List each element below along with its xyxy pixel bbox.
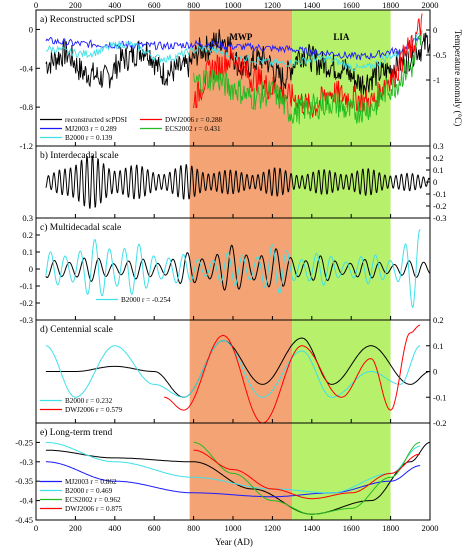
legend-entry: B2000 r = -0.254 — [121, 296, 171, 304]
left-tick-label: -0.1 — [20, 281, 33, 291]
panel-a: a) Reconstructed scPDSI 0 -0.4 -0.8 -1.2 0 -0.… — [20, 9, 446, 151]
x-tick-label: 600 — [148, 523, 161, 533]
legend-panel-a: reconstructed scPDSI DWJ2006 r = 0.288 MJ2… — [40, 116, 223, 142]
period-label-lia: LIA — [333, 32, 350, 42]
left-tick-label: -0.2 — [20, 298, 33, 308]
series-line-long-term-trend — [45, 441, 430, 515]
left-tick-label: -1.2 — [20, 141, 33, 151]
right-tick-label: 0 — [433, 177, 437, 187]
right-y-axis-label: Temperature anomaly (°C) — [453, 30, 463, 126]
x-tick-label: 200 — [69, 523, 82, 533]
right-tick-label: -0.3 — [433, 213, 446, 223]
legend-entry: DWJ2006 r = 0.875 — [65, 505, 123, 513]
x-tick-label: 1200 — [264, 523, 281, 533]
series-line-ecs2002 — [193, 30, 423, 125]
x-top-tick-label: 1400 — [303, 0, 320, 10]
left-tick-label: 0.1 — [22, 247, 33, 257]
series-line-b2000 — [45, 229, 421, 309]
x-tick-label: 1000 — [225, 523, 242, 533]
left-tick-label: -0.8 — [20, 102, 33, 112]
right-tick-label: 0 — [433, 25, 437, 35]
right-tick-label: -0.1 — [433, 189, 446, 199]
right-tick-label: 0.2 — [433, 153, 444, 163]
right-tick-label: -1 — [433, 75, 440, 85]
legend-entry: B2000 r = 0.232 — [65, 397, 113, 405]
legend-entry: B2000 r = 0.139 — [65, 134, 113, 142]
x-top-tick-label: 600 — [148, 0, 161, 10]
right-tick-label: 0.2 — [433, 315, 444, 325]
right-tick-label: 0.1 — [433, 341, 444, 351]
right-tick-label: -0.2 — [433, 418, 446, 428]
x-tick-label: 1400 — [303, 523, 320, 533]
right-tick-label: -0.1 — [433, 392, 446, 402]
series-line-centennial-component — [45, 337, 430, 398]
left-tick-label: -0.35 — [15, 476, 33, 486]
legend-entry: ECS2002 r = 0.962 — [65, 496, 121, 504]
series-line-b2000 — [45, 441, 421, 494]
x-top-tick-label: 200 — [69, 0, 82, 10]
right-tick-label: -0.2 — [433, 201, 446, 211]
legend-entry: DWJ2006 r = 0.579 — [65, 406, 123, 414]
panel-e: e) Long-term trend -0.25 -0.3 -0.35 -0.4 -0.4… — [15, 422, 431, 525]
series-line-multidecadal-component — [45, 244, 430, 291]
x-tick-label: 2000 — [422, 523, 439, 533]
x-axis-label: Year (AD) — [215, 537, 253, 547]
left-tick-label: -0.3 — [20, 457, 33, 467]
x-tick-label: 1800 — [382, 523, 399, 533]
x-tick-label: 800 — [187, 523, 200, 533]
x-top-tick-label: 400 — [108, 0, 121, 10]
x-tick-label: 1600 — [343, 523, 360, 533]
x-top-tick-label: 0 — [34, 0, 38, 10]
panel-title: d) Centennial scale — [40, 324, 113, 335]
legend-entry: reconstructed scPDSI — [65, 116, 128, 124]
left-tick-label: 0 — [29, 264, 33, 274]
left-tick-label: -0.45 — [15, 515, 33, 525]
left-tick-label: -0.25 — [15, 437, 33, 447]
x-top-tick-label: 1600 — [343, 0, 360, 10]
x-tick-label: 400 — [108, 523, 121, 533]
panel-b: b) Interdecadal scale 0.3 0.2 0.1 0 -0.1 -0.2 -… — [35, 141, 446, 223]
panel-title: a) Reconstructed scPDSI — [40, 14, 135, 25]
period-label-mwp: MWP — [229, 32, 252, 42]
left-tick-label: 0.3 — [22, 213, 33, 223]
panel-title: c) Multidecadal scale — [40, 222, 121, 233]
legend-entry: MJ2003 r = 0.289 — [65, 125, 117, 133]
left-tick-label: -0.3 — [20, 315, 33, 325]
x-top-tick-label: 1000 — [225, 0, 242, 10]
legend-panel-c: B2000 r = -0.254 — [96, 296, 171, 304]
right-tick-label: 0.1 — [433, 165, 444, 175]
legend-entry: ECS2002 r = 0.431 — [165, 125, 221, 133]
left-tick-label: -0.4 — [20, 63, 34, 73]
left-tick-label: -0.4 — [20, 496, 34, 506]
x-top-tick-label: 2000 — [422, 0, 439, 10]
series-line-interdecadal-component — [45, 155, 430, 209]
legend-entry: DWJ2006 r = 0.288 — [165, 116, 223, 124]
x-tick-label: 0 — [34, 523, 38, 533]
right-tick-label: 0 — [433, 367, 437, 377]
x-top-tick-label: 1200 — [264, 0, 281, 10]
series-line-dwj2006 — [164, 324, 421, 423]
left-tick-label: 0.2 — [22, 230, 33, 240]
legend-entry: B2000 r = 0.469 — [65, 487, 113, 495]
x-top-tick-label: 800 — [187, 0, 200, 10]
series-line-mj2003 — [45, 461, 421, 498]
panel-title: e) Long-term trend — [40, 427, 113, 438]
panel-title: b) Interdecadal scale — [40, 150, 119, 161]
series-line-dwj2006 — [193, 449, 421, 500]
x-top-tick-label: 1800 — [382, 0, 399, 10]
series-line-ecs2002 — [193, 441, 421, 515]
right-tick-label: 0.3 — [433, 141, 444, 151]
legend-entry: MJ2003 r = 0.862 — [65, 478, 117, 486]
right-tick-label: -0.5 — [433, 50, 446, 60]
left-tick-label: 0 — [29, 24, 33, 34]
